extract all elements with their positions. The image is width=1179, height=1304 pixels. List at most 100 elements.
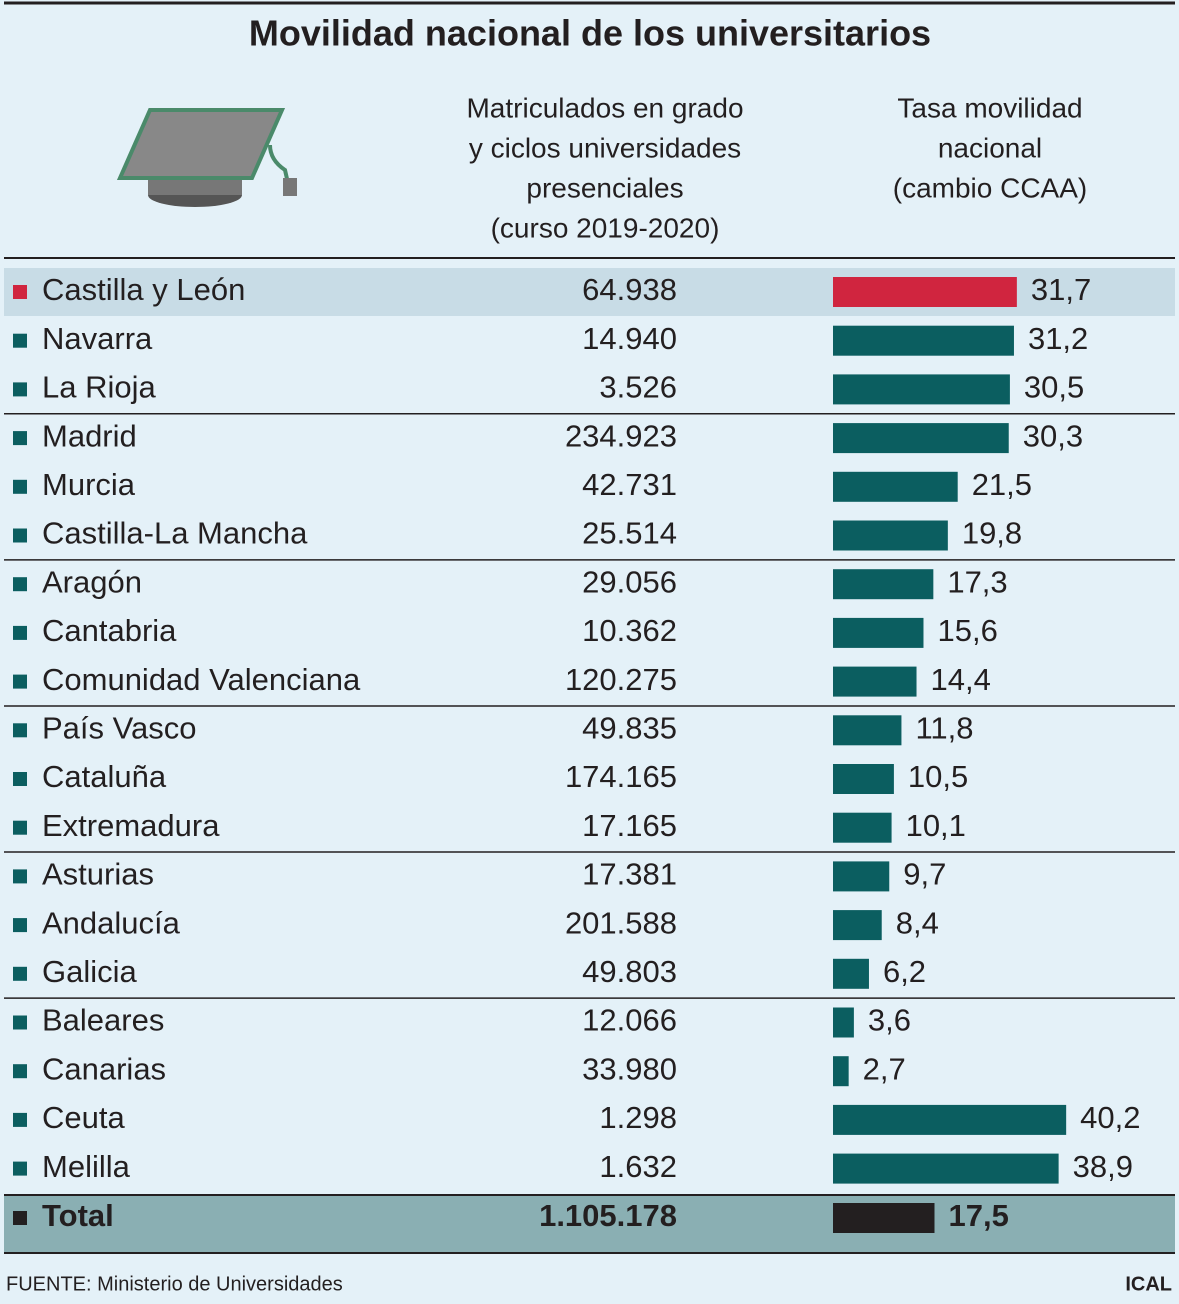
row-name: Aragón (42, 564, 142, 599)
enrolled: 42.731 (582, 467, 677, 502)
enrolled: 64.938 (582, 272, 677, 307)
bar (833, 1153, 1059, 1184)
bar (833, 764, 894, 794)
bar-label: 30,3 (1023, 418, 1083, 453)
bar-label: 15,6 (937, 613, 997, 648)
enrolled: 49.803 (582, 954, 677, 989)
enrolled: 33.980 (582, 1051, 677, 1086)
row-marker (13, 1015, 27, 1030)
enrolled: 10.362 (582, 613, 677, 648)
bar (833, 471, 958, 502)
bar-label: 9,7 (903, 857, 946, 892)
row-marker (13, 1211, 27, 1225)
bar-label: 11,8 (915, 710, 973, 745)
enrolled: 234.923 (565, 418, 677, 453)
row-name: Madrid (42, 418, 137, 453)
bar-label: 2,7 (863, 1051, 906, 1086)
row-name: Comunidad Valenciana (42, 662, 361, 697)
enrolled: 17.165 (582, 808, 677, 843)
column-header: y ciclos universidades (469, 132, 741, 163)
enrolled: 12.066 (582, 1003, 677, 1038)
row-marker (13, 918, 27, 933)
enrolled: 1.298 (599, 1100, 677, 1135)
bar (833, 666, 917, 697)
row-name: Cataluña (42, 759, 167, 794)
row-marker (13, 333, 27, 348)
bar (833, 1056, 849, 1087)
bar-label: 17,3 (947, 564, 1007, 599)
row-marker (13, 479, 27, 494)
enrolled: 1.105.178 (539, 1198, 677, 1233)
row-name: La Rioja (42, 370, 156, 405)
row-marker (13, 577, 27, 592)
row-name: Ceuta (42, 1100, 125, 1135)
enrolled: 174.165 (565, 759, 677, 794)
title: Movilidad nacional de los universitarios (249, 13, 931, 54)
row-marker (13, 674, 27, 689)
column-header: nacional (938, 132, 1042, 163)
row-name: Melilla (42, 1149, 131, 1184)
column-header: presenciales (526, 172, 683, 203)
bar (833, 910, 882, 941)
row-marker (13, 820, 27, 835)
enrolled: 120.275 (565, 662, 677, 697)
enrolled: 29.056 (582, 564, 677, 599)
column-header: Tasa movilidad (897, 92, 1082, 123)
row-name: Total (42, 1198, 114, 1233)
row-name: Navarra (42, 321, 153, 356)
credit: ICAL (1125, 1273, 1172, 1295)
bar-label: 6,2 (883, 954, 926, 989)
column-header: Matriculados en grado (466, 92, 743, 123)
bar (833, 1203, 935, 1233)
row-name: País Vasco (42, 710, 197, 745)
row-marker (13, 528, 27, 543)
bar-label: 21,5 (972, 467, 1032, 502)
row-marker (13, 431, 27, 446)
row-name: Cantabria (42, 613, 177, 648)
bar (833, 374, 1010, 405)
bar-label: 17,5 (949, 1198, 1009, 1233)
row-name: Canarias (42, 1051, 166, 1086)
bar (833, 715, 902, 746)
row-marker (13, 1064, 27, 1079)
enrolled: 25.514 (582, 516, 677, 551)
row-name: Extremadura (42, 808, 220, 843)
row-marker (13, 772, 27, 786)
bar (833, 423, 1009, 454)
bar-label: 10,1 (906, 808, 966, 843)
enrolled: 49.835 (582, 710, 677, 745)
bar (833, 277, 1017, 307)
column-header: (cambio CCAA) (893, 172, 1087, 203)
row-marker (13, 285, 27, 299)
row-name: Galicia (42, 954, 138, 989)
bar-label: 30,5 (1024, 370, 1084, 405)
bar-label: 38,9 (1073, 1149, 1133, 1184)
enrolled: 14.940 (582, 321, 677, 356)
enrolled: 3.526 (599, 370, 677, 405)
cap-icon (116, 108, 297, 207)
bar-label: 19,8 (962, 516, 1022, 551)
bar-label: 14,4 (931, 662, 991, 697)
enrolled: 17.381 (582, 857, 677, 892)
column-header: (curso 2019-2020) (491, 212, 720, 243)
bar (833, 812, 892, 843)
row-marker (13, 966, 27, 981)
bar (833, 958, 869, 989)
row-name: Castilla-La Mancha (42, 516, 308, 551)
bar (833, 325, 1014, 356)
bar-label: 8,4 (896, 905, 939, 940)
bar (833, 1007, 854, 1038)
bar (833, 1104, 1067, 1135)
row-marker (13, 1161, 27, 1176)
row-name: Andalucía (42, 905, 181, 940)
bar (833, 569, 934, 600)
source: FUENTE: Ministerio de Universidades (6, 1273, 343, 1295)
row-marker (13, 1112, 27, 1127)
row-name: Murcia (42, 467, 136, 502)
row-name: Castilla y León (42, 272, 245, 307)
bar-label: 40,2 (1080, 1100, 1140, 1135)
row-marker (13, 625, 27, 640)
